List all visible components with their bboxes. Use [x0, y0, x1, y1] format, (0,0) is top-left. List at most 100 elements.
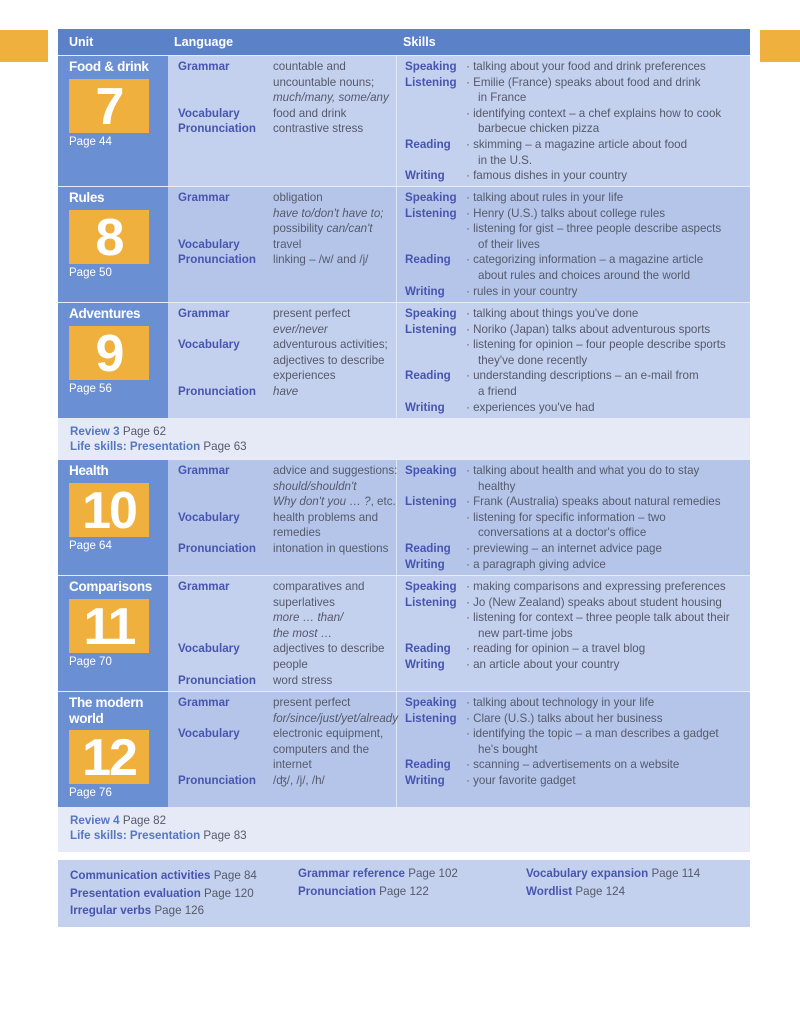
skill-text: · Frank (Australia) speaks about natural…: [466, 495, 721, 509]
footer-link[interactable]: Communication activities Page 84: [70, 867, 257, 885]
language-label: Vocabulary: [178, 642, 240, 656]
language-value: possibility can/can't: [273, 221, 373, 237]
language-line: superlatives: [178, 595, 396, 611]
language-label: Vocabulary: [178, 727, 240, 741]
value-text: adjectives to describe: [273, 353, 385, 367]
skill-label: Reading: [405, 642, 451, 656]
skills-line: Listening · Noriko (Japan) talks about ad…: [405, 322, 750, 338]
skills-line: Speaking · talking about your food and dr…: [405, 59, 750, 75]
unit-page[interactable]: Page 70: [69, 655, 112, 668]
language-label: [178, 711, 273, 727]
review-link[interactable]: Review 4: [70, 814, 120, 827]
language-value: people: [273, 657, 308, 673]
unit-page[interactable]: Page 44: [69, 135, 112, 148]
value-italic: can/can't: [326, 222, 373, 236]
orange-page-tab-right: [760, 30, 800, 62]
language-line: Grammar present perfect: [178, 695, 396, 711]
value-text: present perfect: [273, 696, 351, 709]
review-line[interactable]: Review 3 Page 62: [70, 424, 750, 439]
language-label: Pronunciation: [178, 541, 256, 555]
footer-link[interactable]: Grammar reference Page 102: [298, 865, 458, 883]
unit-cell[interactable]: Comparisons 11 Page 70: [58, 576, 168, 691]
unit-number-badge: 8: [69, 209, 149, 266]
language-label: Vocabulary: [178, 510, 240, 524]
unit-cell[interactable]: Health 10 Page 64: [58, 460, 168, 575]
language-value: food and drink: [273, 106, 346, 122]
skill-text: · making comparisons and expressing pref…: [466, 580, 726, 593]
language-value: for/since/just/yet/already: [273, 711, 398, 727]
skills-line: Listening · Emilie (France) speaks about …: [405, 75, 750, 91]
skill-label: Writing: [405, 773, 445, 787]
language-line: Pronunciation intonation in questions: [178, 541, 396, 557]
skills-line: · listening for specific information – t…: [405, 510, 750, 526]
language-value: intonation in questions: [273, 541, 388, 557]
language-line: much/many, some/any: [178, 90, 396, 106]
skill-text: · listening for context – three people t…: [466, 611, 730, 625]
unit-page[interactable]: Page 50: [69, 266, 112, 279]
language-line: ever/never: [178, 322, 396, 338]
skill-label: Writing: [405, 557, 445, 571]
unit-cell[interactable]: Food & drink 7 Page 44: [58, 56, 168, 186]
skills-cell: Speaking · talking about your food and dr…: [397, 56, 750, 186]
skill-text: · rules in your country: [466, 284, 578, 298]
footer-link[interactable]: Irregular verbs Page 126: [70, 902, 257, 920]
footer-link[interactable]: Pronunciation Page 122: [298, 883, 458, 901]
language-label: Pronunciation: [178, 253, 256, 267]
unit-page[interactable]: Page 56: [69, 382, 112, 395]
skill-label: [405, 353, 466, 369]
language-line: Grammar obligation: [178, 190, 396, 206]
skill-label: [405, 479, 466, 495]
footer-link-name: Vocabulary expansion: [526, 867, 649, 880]
skills-line: Listening · Henry (U.S.) talks about coll…: [405, 206, 750, 222]
language-value: adjectives to describe: [273, 641, 385, 657]
value-text: countable and: [273, 60, 346, 73]
skill-label: [405, 90, 466, 106]
skill-text: · Henry (U.S.) talks about college rules: [466, 206, 666, 220]
footer-link[interactable]: Wordlist Page 124: [526, 883, 700, 901]
skill-text: · identifying context – a chef explains …: [466, 106, 722, 120]
language-label: Grammar: [178, 464, 230, 477]
language-label: Vocabulary: [178, 338, 240, 352]
language-line: Pronunciation have: [178, 384, 396, 400]
life-skills-link[interactable]: Life skills: Presentation: [70, 440, 201, 453]
unit-cell[interactable]: The modern world 12 Page 76: [58, 692, 168, 807]
skill-label: Speaking: [405, 696, 457, 709]
footer-link[interactable]: Vocabulary expansion Page 114: [526, 865, 700, 883]
language-line: Pronunciation linking – /w/ and /j/: [178, 252, 396, 268]
language-label: Grammar: [178, 580, 230, 593]
orange-page-tab-left: [0, 30, 48, 62]
unit-page[interactable]: Page 76: [69, 787, 112, 799]
skill-text: · skimming – a magazine article about fo…: [466, 137, 688, 151]
skills-line: Reading · skimming – a magazine article a…: [405, 137, 750, 153]
footer-link[interactable]: Presentation evaluation Page 120: [70, 885, 257, 903]
skill-label: Listening: [405, 595, 457, 609]
skill-label: [405, 237, 466, 253]
skills-line: · listening for context – three people t…: [405, 610, 750, 626]
value-text: possibility: [273, 222, 327, 236]
unit-cell[interactable]: Rules 8 Page 50: [58, 187, 168, 302]
unit-page[interactable]: Page 64: [69, 539, 112, 552]
value-italic: have to/don't have to;: [273, 206, 384, 220]
appendix-links: Communication activities Page 84 Presenta…: [58, 860, 750, 927]
skill-text: healthy: [478, 479, 516, 493]
unit-cell[interactable]: Adventures 9 Page 56: [58, 303, 168, 418]
review-link[interactable]: Review 3: [70, 425, 120, 438]
skill-label: [405, 525, 466, 541]
review-line[interactable]: Review 4 Page 82: [70, 813, 750, 828]
value-italic: for/since/just/yet/already: [273, 711, 399, 725]
life-skills-line[interactable]: Life skills: Presentation Page 63: [70, 439, 750, 454]
language-label: [178, 353, 273, 369]
language-value: superlatives: [273, 595, 335, 611]
language-value: computers and the: [273, 742, 369, 758]
language-line: Grammar advice and suggestions:: [178, 463, 397, 479]
footer-link-name: Grammar reference: [298, 867, 405, 880]
language-value: obligation: [273, 190, 323, 206]
life-skills-line[interactable]: Life skills: Presentation Page 83: [70, 828, 750, 843]
language-line: more … than/: [178, 610, 396, 626]
skill-label: Writing: [405, 169, 445, 183]
life-skills-link[interactable]: Life skills: Presentation: [70, 829, 201, 842]
skills-line: in the U.S.: [405, 153, 750, 169]
table-header: Unit Language Skills: [58, 29, 750, 55]
language-value: present perfect: [273, 306, 350, 322]
skill-text: · famous dishes in your country: [466, 169, 628, 183]
